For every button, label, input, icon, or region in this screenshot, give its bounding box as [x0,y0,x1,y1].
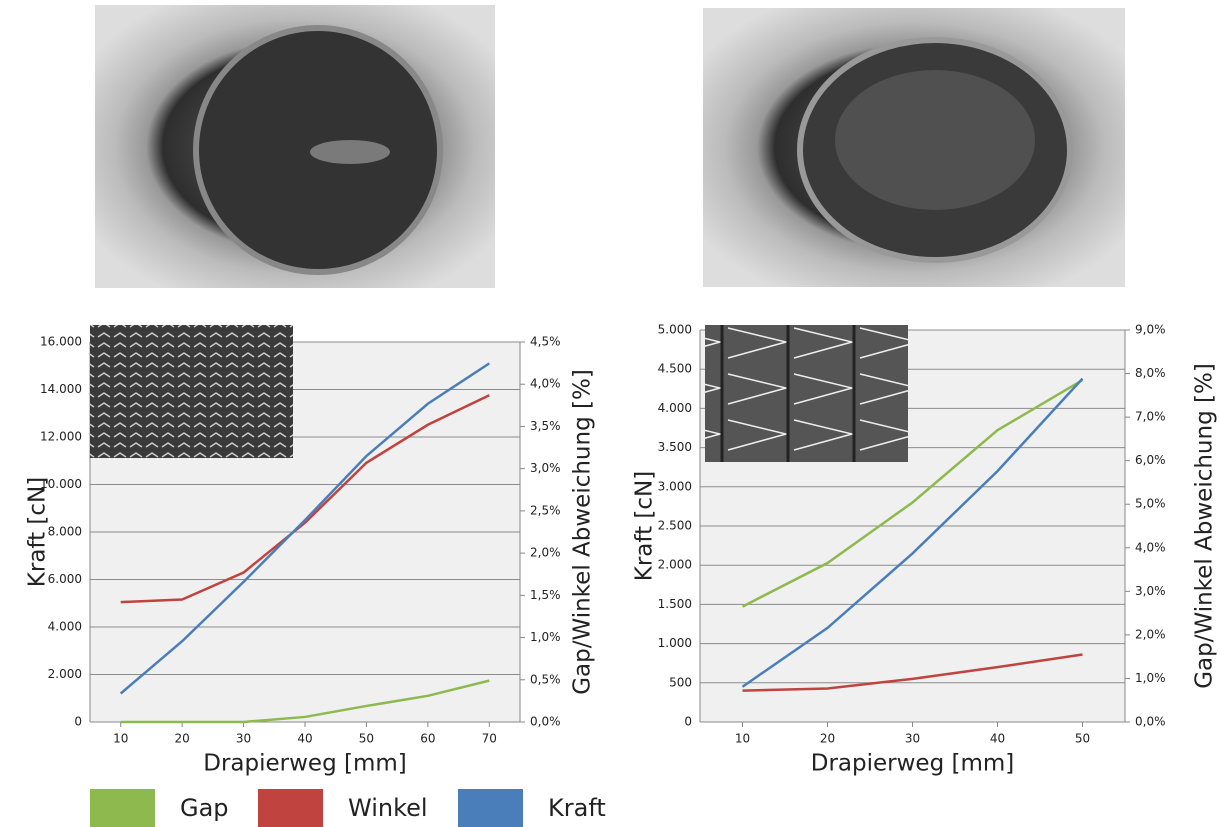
y-axis-title: Kraft [cN] [632,471,658,581]
y-tick-label: 16.000 [40,335,82,349]
y2-tick-label: 6,0% [1135,453,1166,467]
y-tick-label: 3.000 [658,479,692,493]
y2-tick-label: 3,0% [1135,584,1166,598]
y-tick-label: 2.500 [658,519,692,533]
y-tick-label: 14.000 [40,382,82,396]
inset-image [90,325,293,458]
y-tick-label: 1.000 [658,636,692,650]
y2-tick-label: 1,5% [530,588,561,602]
y2-tick-label: 3,0% [530,461,561,475]
y-axis-title: Kraft [cN] [25,477,51,587]
y-tick-label: 12.000 [40,430,82,444]
y2-axis-title: Gap/Winkel Abweichung [%] [1192,363,1218,689]
y2-tick-label: 8,0% [1135,366,1166,380]
y-tick-label: 4.000 [48,620,82,634]
y-tick-label: 5.000 [658,323,692,337]
y2-tick-label: 7,0% [1135,410,1166,424]
y2-axis-title: Gap/Winkel Abweichung [%] [570,369,596,695]
figure: 02.0004.0006.0008.00010.00012.00014.0001… [0,0,1220,827]
x-tick-label: 40 [990,732,1005,746]
x-axis-title: Drapierweg [mm] [203,751,407,777]
x-tick-label: 20 [175,732,190,746]
y2-tick-label: 5,0% [1135,497,1166,511]
y2-tick-label: 1,0% [530,630,561,644]
y-tick-label: 6.000 [48,572,82,586]
x-tick-label: 30 [905,732,920,746]
legend-swatch [258,789,323,827]
y-tick-label: 1.500 [658,597,692,611]
y-tick-label: 500 [669,675,692,689]
x-tick-label: 50 [359,732,374,746]
y2-tick-label: 4,5% [530,335,561,349]
y-tick-label: 4.000 [658,401,692,415]
inset-image [705,325,908,462]
x-tick-label: 30 [236,732,251,746]
x-tick-label: 60 [420,732,435,746]
legend-label: Winkel [348,794,428,822]
x-tick-label: 10 [735,732,750,746]
y2-tick-label: 2,5% [530,503,561,517]
legend-label: Gap [180,794,229,822]
x-axis-title: Drapierweg [mm] [811,751,1015,777]
x-tick-label: 40 [297,732,312,746]
y2-tick-label: 0,0% [1135,715,1166,729]
x-tick-label: 50 [1075,732,1090,746]
y-tick-label: 2.000 [658,558,692,572]
y-tick-label: 2.000 [48,667,82,681]
y2-tick-label: 4,0% [1135,540,1166,554]
y2-tick-label: 2,0% [1135,627,1166,641]
y-tick-label: 8.000 [48,525,82,539]
y2-tick-label: 9,0% [1135,323,1166,337]
x-tick-label: 20 [820,732,835,746]
x-tick-label: 70 [482,732,497,746]
x-tick-label: 10 [113,732,128,746]
photo-left [95,5,495,288]
legend-label: Kraft [548,794,606,822]
legend-swatch [90,789,155,827]
y2-tick-label: 0,0% [530,715,561,729]
y2-tick-label: 1,0% [1135,671,1166,685]
y2-tick-label: 0,5% [530,672,561,686]
y2-tick-label: 2,0% [530,546,561,560]
photo-right [703,8,1125,287]
y2-tick-label: 4,0% [530,377,561,391]
y-tick-label: 3.500 [658,440,692,454]
y2-tick-label: 3,5% [530,419,561,433]
legend-swatch [458,789,523,827]
y-tick-label: 0 [74,715,82,729]
y-tick-label: 0 [684,715,692,729]
y-tick-label: 4.500 [658,362,692,376]
